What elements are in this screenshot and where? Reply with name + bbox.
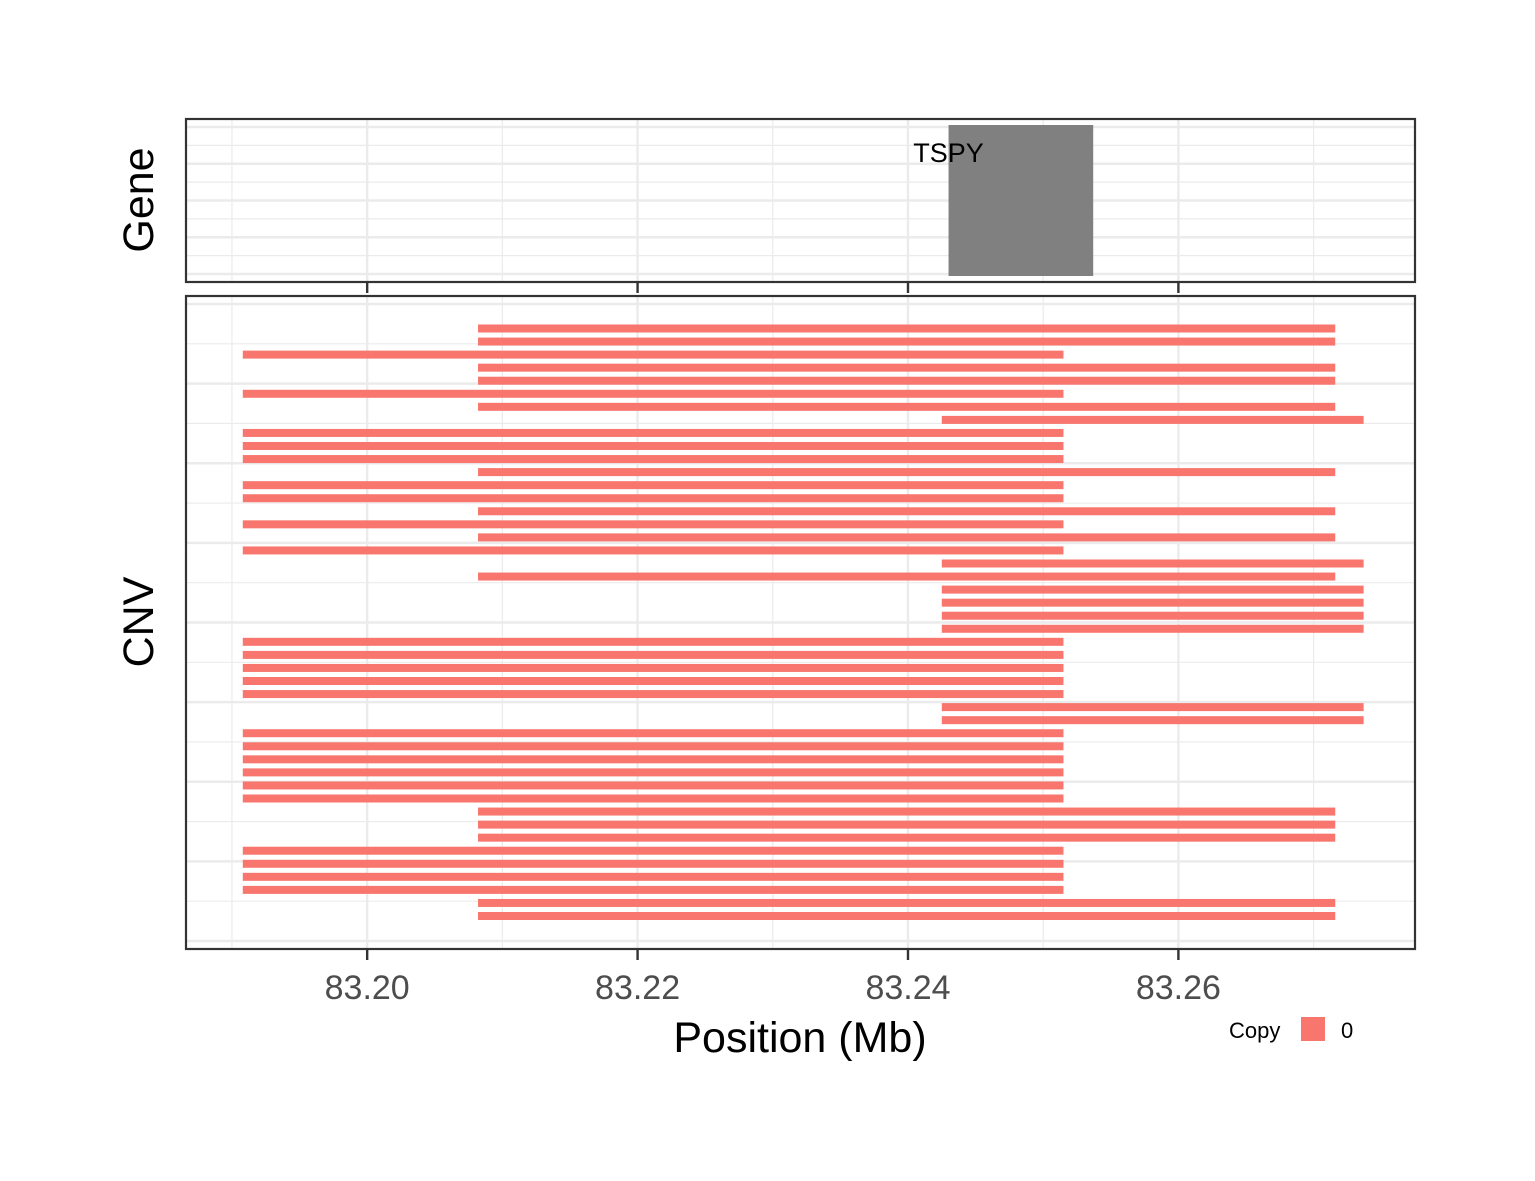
gene-rect	[948, 125, 1094, 276]
legend-key	[1301, 1017, 1325, 1041]
gene-label: TSPY	[913, 138, 984, 168]
cnv-segment	[478, 898, 1336, 907]
cnv-segment	[478, 337, 1336, 346]
gene-panel-grid	[186, 119, 1415, 282]
x-tick-label: 83.24	[865, 969, 950, 1007]
cnv-segment	[478, 363, 1336, 372]
cnv-segment	[941, 611, 1364, 620]
cnv-segment	[242, 768, 1064, 777]
cnv-segment	[242, 742, 1064, 751]
cnv-segment	[478, 533, 1336, 542]
cnv-segment	[941, 703, 1364, 712]
gene-panel-border	[184, 117, 1417, 284]
x-axis-ticks	[365, 282, 1180, 960]
cnv-segment	[941, 624, 1364, 633]
cnv-segment	[242, 494, 1064, 503]
x-tick-label: 83.20	[325, 969, 410, 1007]
cnv-segment	[478, 402, 1336, 411]
cnv-segment	[242, 677, 1064, 685]
cnv-segment	[941, 716, 1364, 725]
x-axis-tick-labels: 83.20 83.22 83.24 83.26	[325, 969, 1221, 1007]
legend: Copy 0	[1229, 1017, 1353, 1043]
cnv-segment	[242, 389, 1064, 398]
gene-panel-y-label: Gene	[115, 147, 163, 252]
cnv-segment	[242, 755, 1064, 764]
cnv-segment	[478, 324, 1336, 333]
cnv-segment	[941, 559, 1364, 568]
cnv-segment	[242, 885, 1064, 894]
cnv-segment	[242, 442, 1064, 450]
cnv-panel-y-label: CNV	[115, 576, 163, 667]
cnv-segment	[478, 468, 1336, 477]
cnv-panel-border	[184, 294, 1417, 951]
cnv-segment	[242, 872, 1064, 881]
cnv-segment	[242, 428, 1064, 437]
cnv-segment	[242, 546, 1064, 555]
gene-marks: TSPY	[913, 125, 1094, 276]
legend-title: Copy	[1229, 1018, 1280, 1043]
cnv-segment	[478, 912, 1336, 920]
cnv-segment	[242, 650, 1064, 659]
x-axis-label: Position (Mb)	[673, 1014, 926, 1062]
cnv-segment	[242, 520, 1064, 529]
x-tick-label: 83.22	[595, 969, 680, 1007]
cnv-segment	[242, 729, 1064, 738]
cnv-marks	[242, 324, 1364, 920]
cnv-segment	[242, 859, 1064, 868]
cnv-segment	[478, 820, 1336, 829]
cnv-segment	[242, 350, 1064, 359]
cnv-segment	[242, 690, 1064, 699]
cnv-segment	[242, 846, 1064, 855]
x-tick-label: 83.26	[1136, 969, 1221, 1007]
cnv-segment	[242, 781, 1064, 790]
cnv-segment	[478, 572, 1336, 581]
legend-entries: 0	[1301, 1017, 1353, 1043]
cnv-segment	[242, 663, 1064, 672]
cnv-segment	[941, 585, 1364, 594]
gene-panel: TSPY	[184, 117, 1417, 284]
cnv-segment	[478, 507, 1336, 516]
cnv-segment	[478, 807, 1336, 816]
cnv-segment	[242, 794, 1064, 803]
cnv-segment	[242, 637, 1064, 646]
cnv-segment	[242, 455, 1064, 464]
cnv-segment	[242, 481, 1064, 490]
cnv-segment	[941, 415, 1364, 424]
cnv-segment	[478, 376, 1336, 385]
cnv-segment	[941, 598, 1364, 607]
cnv-segment	[478, 833, 1336, 842]
legend-entry-label: 0	[1341, 1018, 1353, 1043]
cnv-panel	[184, 294, 1417, 951]
